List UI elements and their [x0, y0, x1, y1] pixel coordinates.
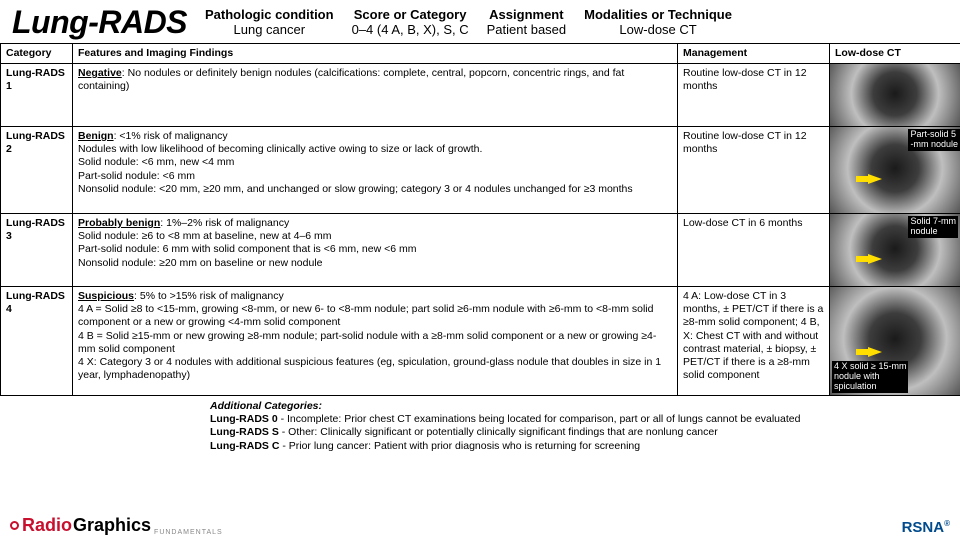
cell-management: 4 A: Low-dose CT in 3 months, ± PET/CT i… [678, 287, 830, 396]
meta-assignment: Assignment Patient based [487, 8, 567, 38]
meta-value: Patient based [487, 23, 567, 38]
logo-radio: Radio [22, 515, 72, 536]
additional-heading: Additional Categories: [210, 400, 322, 412]
col-image: Low-dose CT [830, 44, 960, 64]
lungrads-table: Category Features and Imaging Findings M… [0, 43, 960, 396]
ct-scan-placeholder: Part-solid 5-mm nodule [830, 127, 960, 213]
cell-features: Benign: <1% risk of malignancyNodules wi… [73, 127, 678, 214]
ct-scan-placeholder: Solid 7-mmnodule [830, 214, 960, 286]
cell-ct-image: Solid 7-mmnodule [830, 214, 960, 287]
cell-category: Lung-RADS 2 [1, 127, 73, 214]
ct-scan-placeholder [830, 64, 960, 126]
radiographics-logo: Radio Graphics FUNDAMENTALS [10, 515, 223, 536]
cell-features: Suspicious: 5% to >15% risk of malignanc… [73, 287, 678, 396]
table-row: Lung-RADS 1Negative: No nodules or defin… [1, 64, 960, 127]
rsna-logo: RSNA® [902, 519, 950, 536]
meta-value: Low-dose CT [619, 23, 696, 38]
col-category: Category [1, 44, 73, 64]
ct-scan-placeholder: 4 X solid ≥ 15-mmnodule withspiculation [830, 287, 960, 395]
additional-lead: Lung-RADS S [210, 426, 279, 438]
additional-text: - Other: Clinically significant or poten… [279, 426, 718, 438]
additional-categories: Additional Categories: Lung-RADS 0 - Inc… [0, 396, 960, 453]
feature-lead: Probably benign [78, 217, 160, 229]
table-row: Lung-RADS 3Probably benign: 1%–2% risk o… [1, 214, 960, 287]
meta-value: Lung cancer [234, 23, 306, 38]
logo-sub: FUNDAMENTALS [154, 529, 223, 536]
meta-label: Pathologic condition [205, 8, 334, 23]
meta-label: Assignment [489, 8, 563, 23]
logo-dot-icon [10, 521, 19, 530]
cell-features: Negative: No nodules or definitely benig… [73, 64, 678, 127]
cell-ct-image: Part-solid 5-mm nodule [830, 127, 960, 214]
meta-label: Score or Category [354, 8, 467, 23]
col-management: Management [678, 44, 830, 64]
meta-value: 0–4 (4 A, B, X), S, C [352, 23, 469, 38]
meta-pathologic: Pathologic condition Lung cancer [205, 8, 334, 38]
table-header-row: Category Features and Imaging Findings M… [1, 44, 960, 64]
logo-graphics: Graphics [73, 515, 151, 536]
cell-ct-image: 4 X solid ≥ 15-mmnodule withspiculation [830, 287, 960, 396]
image-annotation: Part-solid 5-mm nodule [908, 129, 960, 151]
meta-modality: Modalities or Technique Low-dose CT [584, 8, 732, 38]
cell-category: Lung-RADS 1 [1, 64, 73, 127]
cell-management: Low-dose CT in 6 months [678, 214, 830, 287]
footer: Radio Graphics FUNDAMENTALS RSNA® [0, 515, 960, 536]
registered-icon: ® [944, 519, 950, 528]
cell-ct-image [830, 64, 960, 127]
image-annotation: Solid 7-mmnodule [908, 216, 958, 238]
additional-text: - Incomplete: Prior chest CT examination… [278, 413, 801, 425]
feature-lead: Negative [78, 67, 122, 79]
image-annotation: 4 X solid ≥ 15-mmnodule withspiculation [832, 361, 908, 393]
col-features: Features and Imaging Findings [73, 44, 678, 64]
feature-lead: Benign [78, 130, 114, 142]
cell-category: Lung-RADS 3 [1, 214, 73, 287]
additional-text: - Prior lung cancer: Patient with prior … [279, 440, 640, 452]
arrow-icon [868, 254, 882, 264]
cell-category: Lung-RADS 4 [1, 287, 73, 396]
feature-lead: Suspicious [78, 290, 134, 302]
additional-lead: Lung-RADS C [210, 440, 279, 452]
rsna-text: RSNA [902, 519, 945, 536]
page-title: Lung-RADS [12, 4, 187, 41]
cell-features: Probably benign: 1%–2% risk of malignanc… [73, 214, 678, 287]
cell-management: Routine low-dose CT in 12 months [678, 64, 830, 127]
cell-management: Routine low-dose CT in 12 months [678, 127, 830, 214]
meta-label: Modalities or Technique [584, 8, 732, 23]
meta-score: Score or Category 0–4 (4 A, B, X), S, C [352, 8, 469, 38]
header-bar: Lung-RADS Pathologic condition Lung canc… [0, 0, 960, 43]
arrow-icon [868, 174, 882, 184]
table-row: Lung-RADS 4Suspicious: 5% to >15% risk o… [1, 287, 960, 396]
table-row: Lung-RADS 2Benign: <1% risk of malignanc… [1, 127, 960, 214]
arrow-icon [868, 347, 882, 357]
additional-lead: Lung-RADS 0 [210, 413, 278, 425]
